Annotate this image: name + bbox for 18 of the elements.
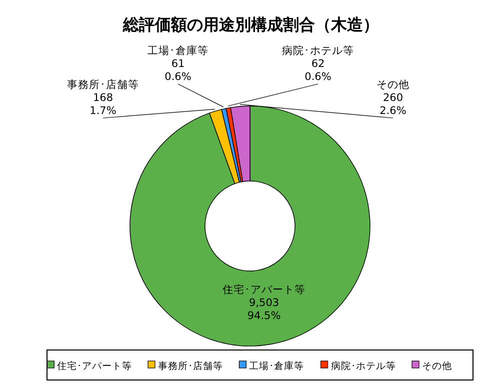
legend-label: 工場･倉庫等 bbox=[249, 360, 304, 372]
legend-label: 事務所･店舗等 bbox=[158, 360, 223, 372]
legend-label: 病院･ホテル等 bbox=[330, 360, 396, 372]
chart-title: 総評価額の用途別構成割合（木造） bbox=[122, 15, 379, 34]
data-label: 61 0.6% bbox=[164, 58, 192, 83]
legend-label: その他 bbox=[422, 360, 452, 372]
slice-label: その他 bbox=[376, 79, 410, 91]
slice-label: 事務所･店舗等 bbox=[67, 78, 139, 91]
donut-slice bbox=[130, 106, 370, 346]
data-label: 9,503 94.5% bbox=[247, 296, 281, 322]
donut-slice bbox=[209, 109, 240, 184]
data-label: 168 1.7% bbox=[90, 92, 116, 117]
slice-label: 工場･倉庫等 bbox=[148, 44, 208, 57]
legend-label: 住宅･アパート等 bbox=[57, 360, 132, 372]
data-label: 260 2.6% bbox=[380, 92, 406, 117]
slice-label: 病院･ホテル等 bbox=[282, 44, 354, 57]
slice-label: 住宅･アパート等 bbox=[222, 282, 306, 296]
data-label: 62 0.6% bbox=[304, 58, 332, 83]
